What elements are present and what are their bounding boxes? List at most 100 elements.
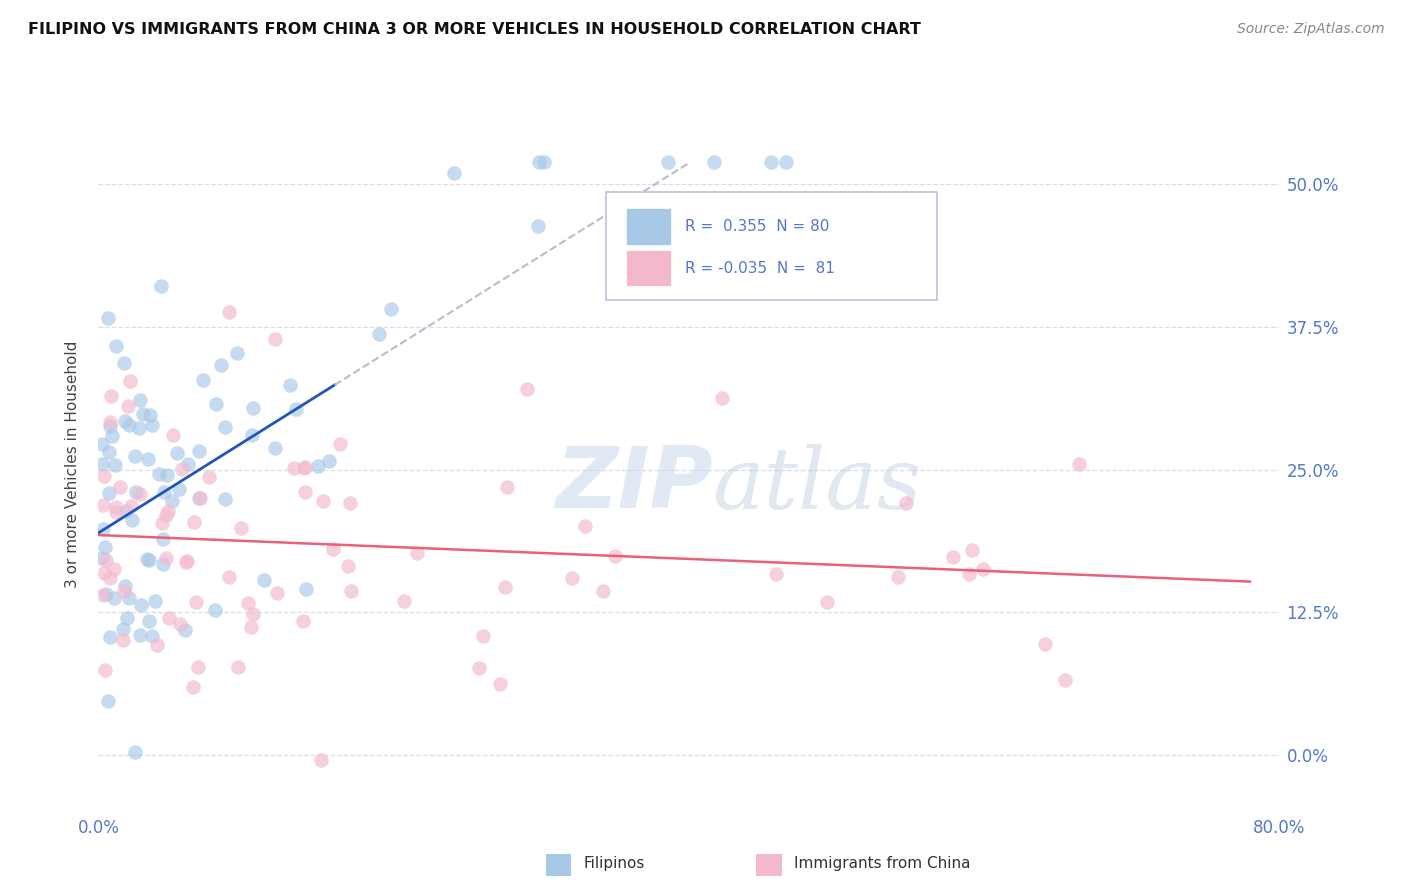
Point	[710, 391, 733, 405]
Point	[169, 617, 191, 632]
Point	[406, 546, 429, 560]
Point	[97, 694, 120, 708]
Point	[100, 418, 122, 433]
Text: Filipinos: Filipinos	[583, 856, 645, 871]
Point	[174, 555, 197, 569]
Point	[181, 680, 204, 694]
Point	[292, 615, 315, 629]
Point	[283, 460, 305, 475]
Point	[322, 541, 344, 556]
Point	[157, 611, 180, 625]
Point	[218, 570, 240, 584]
Point	[114, 578, 136, 592]
Point	[657, 154, 679, 169]
Text: Source: ZipAtlas.com: Source: ZipAtlas.com	[1237, 22, 1385, 37]
Point	[97, 445, 120, 459]
Text: Immigrants from China: Immigrants from China	[794, 856, 972, 871]
Point	[138, 615, 160, 629]
Point	[1033, 637, 1056, 651]
Point	[339, 496, 361, 510]
Point	[93, 522, 115, 536]
Point	[312, 494, 335, 508]
Point	[193, 373, 215, 387]
Point	[188, 443, 211, 458]
Point	[112, 356, 135, 370]
Point	[98, 571, 121, 585]
Point	[285, 401, 308, 416]
Point	[91, 499, 114, 513]
Point	[242, 401, 264, 415]
Point	[94, 553, 117, 567]
Point	[94, 587, 117, 601]
Point	[561, 571, 583, 585]
Point	[198, 470, 221, 484]
Point	[170, 462, 193, 476]
Point	[177, 457, 200, 471]
Point	[394, 594, 416, 608]
Point	[759, 154, 782, 169]
Point	[111, 622, 134, 636]
Point	[957, 567, 980, 582]
Point	[91, 457, 114, 471]
Point	[118, 375, 141, 389]
Point	[90, 436, 112, 450]
Point	[236, 596, 259, 610]
Text: ZIP: ZIP	[555, 443, 713, 526]
Point	[93, 469, 115, 483]
Point	[972, 562, 994, 576]
Point	[225, 345, 247, 359]
Point	[205, 397, 228, 411]
Point	[117, 400, 139, 414]
Point	[775, 154, 797, 169]
Point	[136, 551, 159, 566]
Point	[150, 516, 173, 531]
Point	[118, 418, 141, 433]
Point	[104, 458, 127, 472]
Point	[318, 454, 340, 468]
Point	[187, 491, 209, 505]
Point	[160, 494, 183, 508]
Point	[115, 504, 138, 518]
Point	[574, 519, 596, 533]
Point	[129, 392, 152, 407]
Point	[93, 566, 115, 580]
Point	[307, 458, 329, 473]
Point	[103, 591, 125, 606]
Point	[98, 630, 121, 644]
Point	[340, 583, 363, 598]
Point	[204, 603, 226, 617]
Point	[132, 407, 155, 421]
Point	[242, 607, 264, 621]
Point	[173, 624, 195, 638]
Point	[229, 520, 252, 534]
Point	[112, 633, 135, 648]
Point	[129, 628, 152, 642]
Text: R = -0.035  N =  81: R = -0.035 N = 81	[685, 260, 835, 276]
Point	[188, 491, 211, 505]
Point	[115, 611, 138, 625]
Point	[114, 414, 136, 428]
Point	[120, 499, 142, 513]
Point	[887, 570, 910, 584]
Point	[141, 629, 163, 643]
Point	[214, 492, 236, 507]
Point	[368, 327, 391, 342]
Point	[226, 660, 249, 674]
Point	[145, 594, 167, 608]
Point	[97, 486, 120, 500]
Point	[962, 542, 984, 557]
Point	[94, 540, 117, 554]
Point	[155, 550, 177, 565]
Point	[294, 460, 316, 475]
Point	[294, 582, 316, 596]
Point	[129, 487, 152, 501]
Point	[187, 660, 209, 674]
Point	[294, 485, 316, 500]
Point	[894, 496, 917, 510]
Point	[209, 358, 232, 372]
Point	[494, 580, 516, 594]
Point	[146, 638, 169, 652]
Point	[443, 166, 465, 180]
Point	[264, 332, 287, 346]
Point	[765, 567, 787, 582]
